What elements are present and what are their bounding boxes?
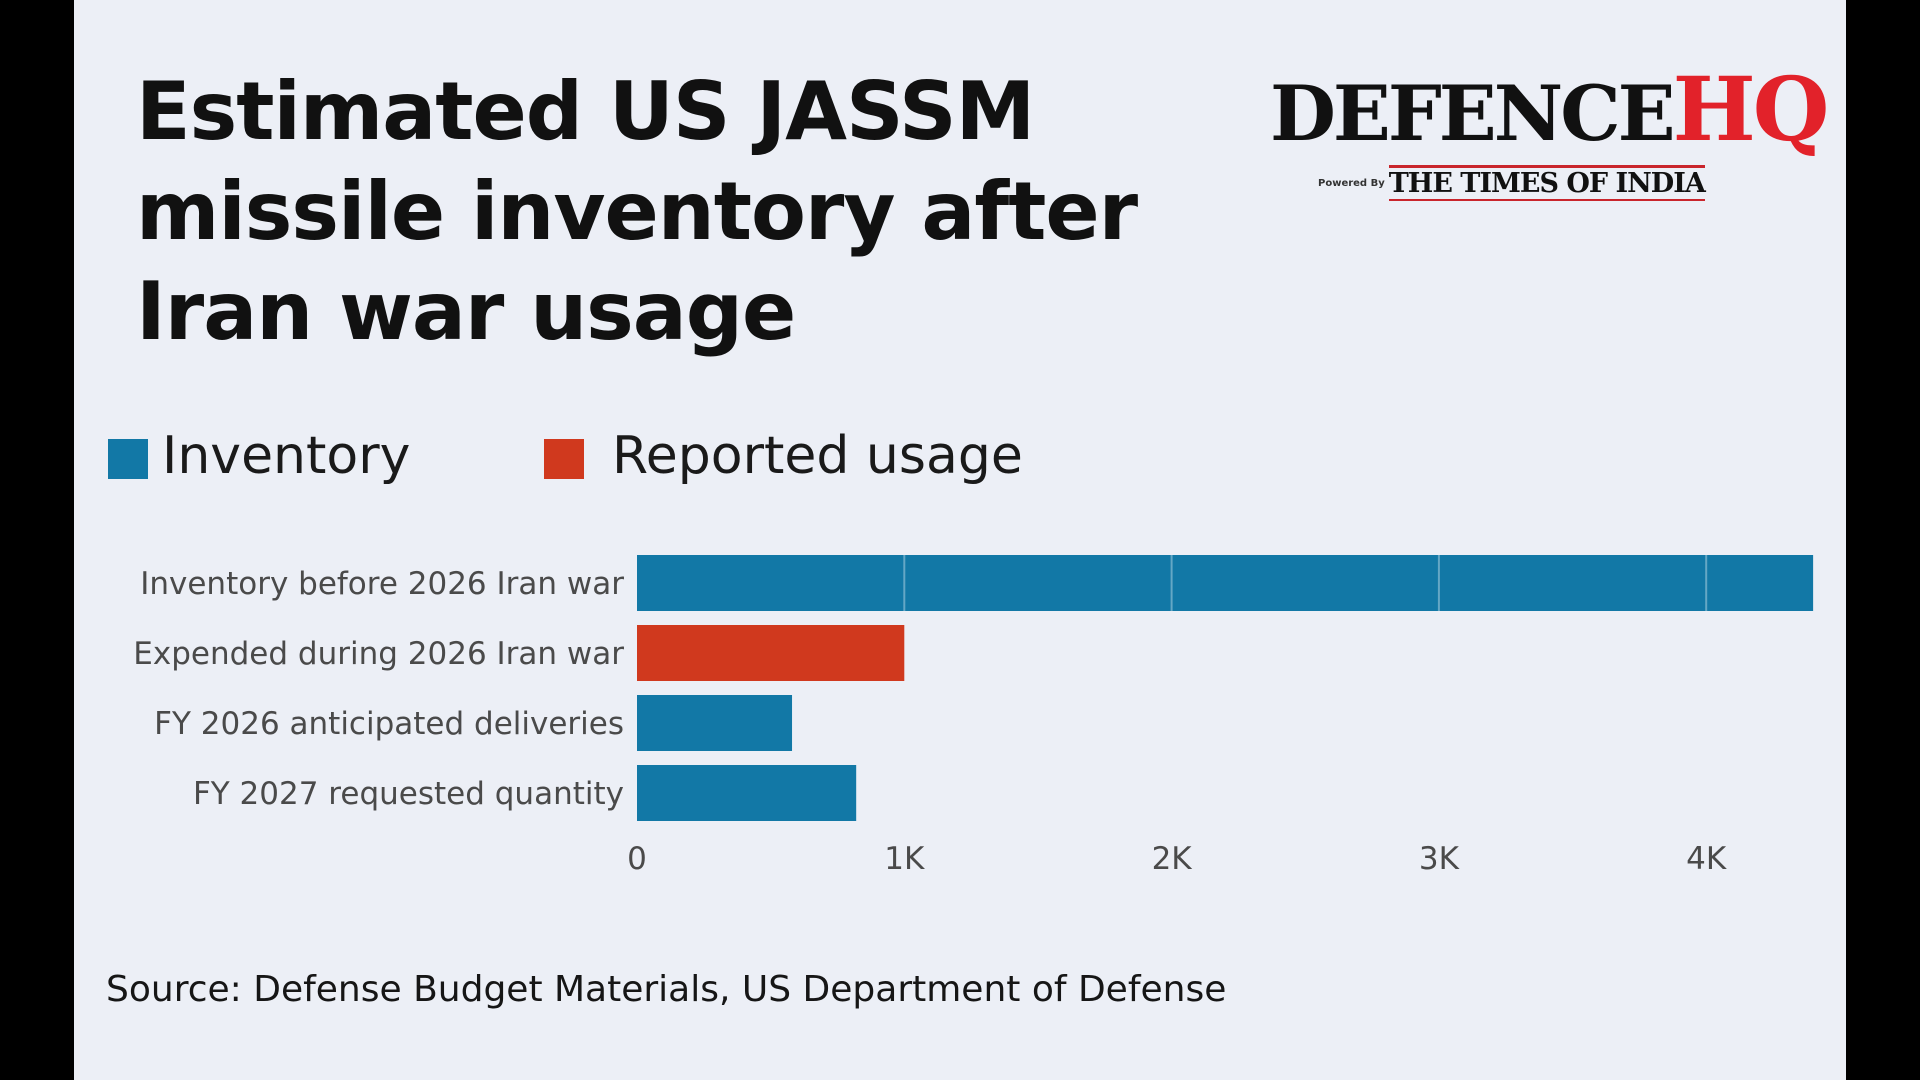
- bar: [637, 625, 905, 681]
- logo-partner: THE TIMES OF INDIA: [1388, 165, 1706, 201]
- logo-main-text: DEFENCE: [1270, 69, 1676, 158]
- logo-partner-line: Powered By THE TIMES OF INDIA: [1318, 165, 1706, 201]
- x-tick-label: 4K: [1686, 841, 1727, 877]
- logo-powered-by: Powered By: [1318, 178, 1385, 189]
- bar: [637, 695, 793, 751]
- category-label: Inventory before 2026 Iran war: [140, 566, 624, 602]
- chart-title: Estimated US JASSM missile inventory aft…: [136, 65, 1138, 358]
- bar-chart: Inventory before 2026 Iran war Expended d…: [133, 555, 1814, 877]
- legend-swatch-reported-usage: [544, 439, 584, 479]
- category-label: Expended during 2026 Iran war: [133, 636, 624, 672]
- x-tick-label: 3K: [1419, 841, 1460, 877]
- defencehq-logo: DEFENCEHQ Powered By THE TIMES OF INDIA: [1270, 64, 1830, 214]
- x-tick-label: 1K: [884, 841, 925, 877]
- source-note: Source: Defense Budget Materials, US Dep…: [106, 969, 1227, 1010]
- category-label: FY 2027 requested quantity: [193, 776, 624, 812]
- legend-label-inventory: Inventory: [162, 426, 411, 486]
- logo-wordmark: DEFENCEHQ: [1270, 64, 1829, 159]
- x-tick-label: 0: [627, 841, 647, 877]
- x-tick-label: 2K: [1152, 841, 1193, 877]
- legend-swatch-inventory: [108, 439, 148, 479]
- category-label: FY 2026 anticipated deliveries: [154, 706, 624, 742]
- logo-accent-text: HQ: [1672, 57, 1830, 161]
- bar: [637, 555, 1814, 611]
- bar: [637, 765, 857, 821]
- legend-label-reported-usage: Reported usage: [612, 426, 1023, 486]
- infographic-card: Estimated US JASSM missile inventory aft…: [74, 0, 1846, 1080]
